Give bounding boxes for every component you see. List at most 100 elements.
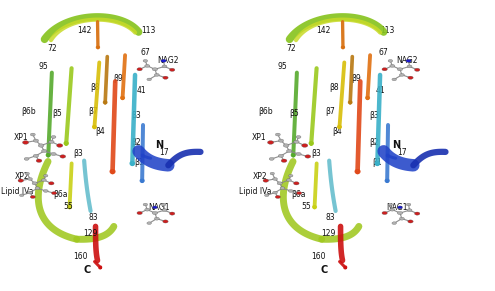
- Circle shape: [49, 140, 54, 143]
- Circle shape: [147, 222, 151, 224]
- Text: XP2: XP2: [252, 172, 267, 180]
- Circle shape: [388, 203, 393, 206]
- Circle shape: [22, 141, 29, 144]
- Circle shape: [44, 189, 48, 192]
- Circle shape: [24, 157, 29, 160]
- Circle shape: [51, 191, 57, 195]
- Text: β4: β4: [333, 127, 343, 136]
- Text: β3: β3: [369, 111, 379, 120]
- Circle shape: [162, 209, 167, 212]
- Text: β3: β3: [131, 111, 141, 120]
- Circle shape: [18, 179, 24, 182]
- Text: β1: β1: [135, 159, 144, 167]
- Circle shape: [36, 159, 42, 162]
- Text: β6a: β6a: [53, 191, 68, 199]
- Circle shape: [275, 196, 280, 198]
- Circle shape: [273, 191, 278, 194]
- Text: 142: 142: [77, 26, 91, 35]
- Circle shape: [25, 172, 30, 175]
- Text: β6a: β6a: [291, 191, 305, 199]
- Circle shape: [28, 191, 33, 194]
- Circle shape: [161, 59, 166, 62]
- Circle shape: [278, 139, 284, 142]
- Circle shape: [294, 140, 299, 143]
- Circle shape: [161, 203, 166, 206]
- Circle shape: [44, 174, 48, 177]
- Text: β2: β2: [369, 138, 378, 146]
- Circle shape: [408, 220, 413, 223]
- Text: β8: β8: [329, 83, 339, 92]
- Text: 55: 55: [63, 202, 73, 211]
- Circle shape: [56, 144, 63, 147]
- Circle shape: [163, 220, 168, 223]
- Circle shape: [390, 208, 395, 211]
- Circle shape: [289, 189, 293, 192]
- Circle shape: [280, 187, 285, 190]
- Circle shape: [382, 212, 387, 214]
- Text: β2: β2: [131, 138, 141, 146]
- Text: 142: 142: [316, 26, 330, 35]
- Text: β7: β7: [326, 107, 336, 116]
- Text: NAG1: NAG1: [148, 203, 170, 212]
- Circle shape: [407, 209, 412, 212]
- Circle shape: [294, 182, 299, 185]
- Circle shape: [60, 155, 66, 158]
- Circle shape: [390, 64, 395, 67]
- Circle shape: [414, 212, 420, 215]
- Text: β3: β3: [73, 149, 83, 158]
- Circle shape: [277, 182, 282, 185]
- Circle shape: [397, 68, 402, 71]
- Text: β9: β9: [113, 74, 123, 83]
- Circle shape: [28, 178, 33, 180]
- Circle shape: [297, 191, 302, 195]
- Circle shape: [406, 59, 411, 62]
- Circle shape: [152, 206, 157, 209]
- Circle shape: [30, 196, 35, 198]
- Circle shape: [35, 187, 40, 190]
- Text: 113: 113: [141, 26, 155, 35]
- Circle shape: [399, 217, 404, 220]
- Text: 129: 129: [83, 229, 98, 238]
- Circle shape: [263, 179, 269, 182]
- Text: 17: 17: [159, 148, 169, 157]
- Text: β7: β7: [88, 107, 98, 116]
- Circle shape: [289, 174, 293, 177]
- Circle shape: [406, 203, 411, 206]
- Circle shape: [42, 179, 47, 182]
- Circle shape: [145, 64, 150, 67]
- Circle shape: [388, 59, 393, 62]
- Circle shape: [301, 144, 308, 147]
- Circle shape: [145, 208, 150, 211]
- Circle shape: [42, 149, 47, 152]
- Circle shape: [283, 144, 289, 147]
- Circle shape: [275, 133, 280, 136]
- Circle shape: [143, 59, 148, 62]
- Circle shape: [397, 212, 402, 214]
- Circle shape: [147, 78, 151, 81]
- Text: β6b: β6b: [21, 107, 36, 116]
- Text: 83: 83: [326, 213, 335, 222]
- Text: 72: 72: [47, 44, 56, 52]
- Text: 67: 67: [379, 48, 389, 57]
- Circle shape: [267, 141, 274, 144]
- Circle shape: [281, 159, 287, 162]
- Circle shape: [38, 144, 44, 147]
- Circle shape: [407, 65, 412, 68]
- Text: 67: 67: [140, 48, 150, 57]
- Text: 83: 83: [88, 213, 98, 222]
- Text: β5: β5: [290, 109, 299, 118]
- Text: XP2: XP2: [15, 172, 30, 180]
- Text: 41: 41: [137, 86, 147, 95]
- Circle shape: [397, 206, 402, 209]
- Text: XP1: XP1: [14, 133, 29, 142]
- Circle shape: [154, 73, 159, 76]
- Text: C: C: [321, 265, 328, 275]
- Circle shape: [137, 212, 142, 214]
- Text: Lipid IVa: Lipid IVa: [1, 187, 34, 196]
- Text: β9: β9: [351, 74, 361, 83]
- Text: 17: 17: [397, 148, 406, 157]
- Circle shape: [278, 154, 284, 157]
- Circle shape: [162, 65, 167, 68]
- Circle shape: [30, 133, 35, 136]
- Circle shape: [392, 222, 396, 224]
